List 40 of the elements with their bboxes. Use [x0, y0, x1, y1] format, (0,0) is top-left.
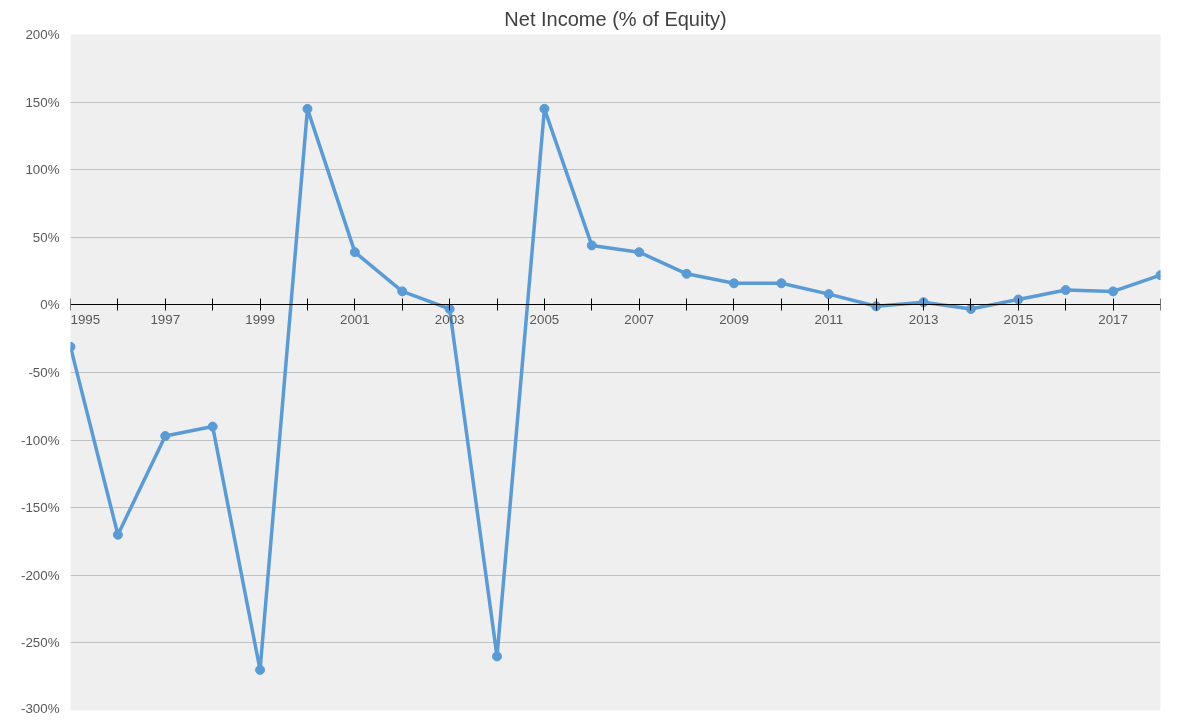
point: [728, 278, 739, 289]
point: [397, 286, 408, 297]
x-tick-label: 2009: [719, 311, 749, 327]
y-tick-label: 150%: [25, 94, 60, 110]
point: [1108, 286, 1119, 297]
point: [586, 240, 597, 251]
point: [160, 431, 171, 442]
point: [1013, 294, 1024, 305]
x-tick-label: 2005: [529, 311, 560, 327]
x-tick-label: 2007: [624, 311, 655, 327]
point: [207, 421, 218, 432]
point: [634, 247, 645, 258]
point: [681, 268, 692, 279]
point: [823, 289, 834, 300]
y-tick-label: -300%: [20, 700, 60, 716]
point: [492, 651, 503, 662]
y-tick-label: -50%: [28, 365, 60, 380]
point: [302, 103, 313, 114]
point: [349, 247, 360, 258]
y-tick-label: 50%: [32, 229, 60, 245]
y-tick-label: -150%: [20, 500, 60, 516]
x-tick-label: 2013: [908, 311, 939, 327]
y-tick-label: -250%: [20, 635, 60, 651]
y-tick-label: 0%: [40, 297, 60, 313]
point: [255, 664, 266, 675]
y-tick-label: -200%: [20, 567, 60, 583]
x-tick-label: 2015: [1003, 311, 1034, 327]
chart-title: Net Income (% of Equity): [504, 7, 727, 30]
point: [776, 278, 787, 289]
x-tick-label: 2011: [814, 311, 844, 327]
point: [539, 103, 550, 114]
x-tick-label: 2017: [1098, 311, 1128, 327]
x-tick-label: 1995: [70, 311, 101, 327]
x-tick-label: 2001: [340, 311, 370, 327]
point: [1060, 285, 1071, 296]
x-tick-label: 1999: [245, 311, 275, 327]
y-tick-label: -100%: [20, 432, 60, 448]
y-tick-label: 100%: [25, 162, 60, 178]
y-tick-label: 200%: [25, 27, 60, 42]
x-tick-label: 1997: [150, 311, 181, 327]
